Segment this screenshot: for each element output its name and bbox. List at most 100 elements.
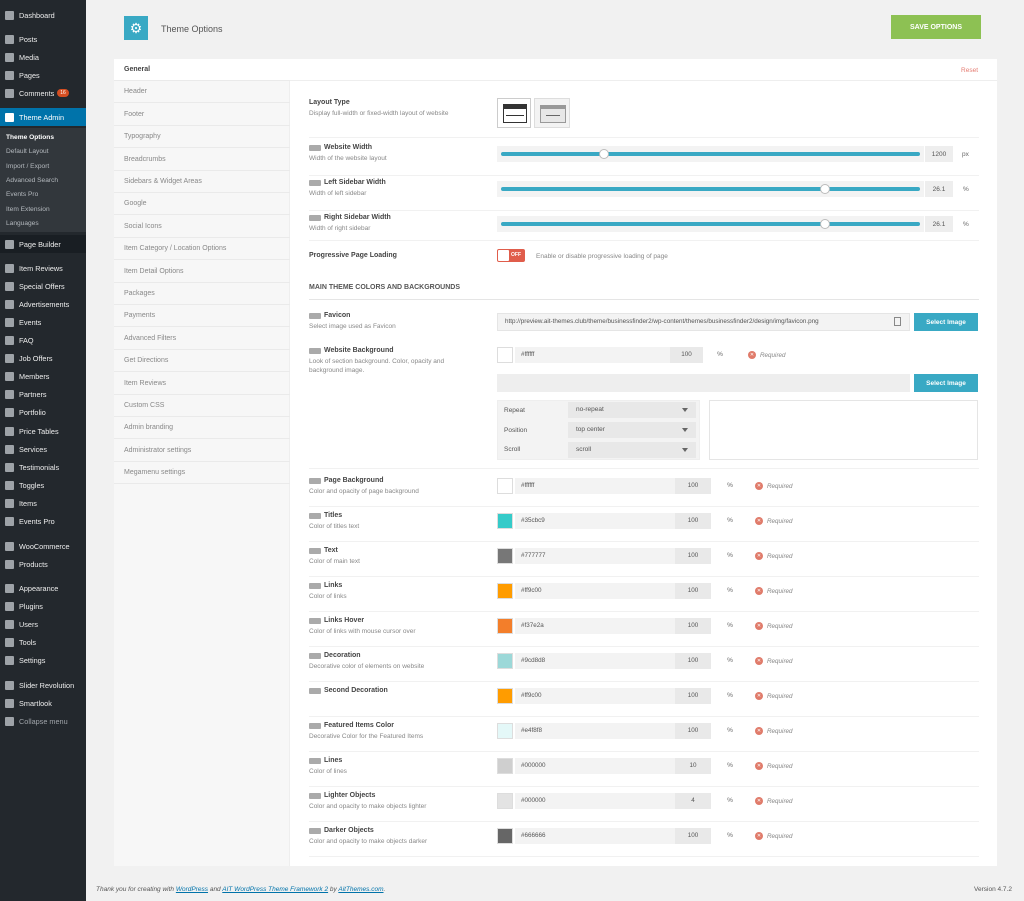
scroll-select[interactable]: scroll — [568, 442, 696, 458]
position-select[interactable]: top center — [568, 422, 696, 438]
sidebar-item-portfolio[interactable]: Portfolio — [0, 403, 86, 421]
color-swatch[interactable] — [497, 478, 513, 494]
tab-custom-css[interactable]: Custom CSS — [114, 395, 290, 417]
sidebar-item-plugins[interactable]: Plugins — [0, 597, 86, 615]
color-swatch[interactable] — [497, 548, 513, 564]
ait-framework-link[interactable]: AIT WordPress Theme Framework 2 — [222, 886, 329, 893]
sidebar-item-media[interactable]: Media — [0, 48, 86, 66]
tab-general[interactable]: General — [114, 59, 290, 81]
sidebar-item-users[interactable]: Users — [0, 615, 86, 633]
slider-handle[interactable] — [820, 219, 831, 229]
tab-megamenu-settings[interactable]: Megamenu settings — [114, 462, 290, 485]
color-opacity-input[interactable]: 4 — [675, 793, 711, 809]
tab-google[interactable]: Google — [114, 193, 290, 216]
tab-header[interactable]: Header — [114, 81, 290, 104]
color-hex-input[interactable]: #f37e2a — [515, 618, 675, 634]
sidebar-item-slider-revolution[interactable]: Slider Revolution — [0, 676, 86, 694]
color-swatch[interactable] — [497, 793, 513, 809]
slider-track[interactable] — [497, 146, 924, 162]
color-hex-input[interactable]: #ff9c00 — [515, 688, 675, 704]
color-swatch[interactable] — [497, 723, 513, 739]
tab-typography[interactable]: Typography — [114, 126, 290, 149]
color-swatch[interactable] — [497, 583, 513, 599]
tab-administrator-settings[interactable]: Administrator settings — [114, 440, 290, 462]
color-opacity-input[interactable]: 10 — [675, 758, 711, 774]
color-swatch[interactable] — [497, 618, 513, 634]
color-opacity-input[interactable]: 100 — [675, 653, 711, 669]
color-hex-input[interactable]: #35cbc9 — [515, 513, 675, 529]
sidebar-item-tools[interactable]: Tools — [0, 633, 86, 651]
sidebar-item-special-offers[interactable]: Special Offers — [0, 277, 86, 295]
color-hex-input[interactable]: #e4f8f8 — [515, 723, 675, 739]
sidebar-item-members[interactable]: Members — [0, 367, 86, 385]
sidebar-item-theme-admin[interactable]: Theme Admin — [0, 108, 86, 126]
color-opacity-input[interactable]: 100 — [675, 618, 711, 634]
layout-full-width-option[interactable] — [497, 98, 531, 128]
website-bg-select-image-button[interactable]: Select Image — [914, 374, 978, 392]
submenu-item-item-extension[interactable]: Item Extension — [6, 205, 50, 213]
color-swatch[interactable] — [497, 758, 513, 774]
color-opacity-input[interactable]: 100 — [675, 513, 711, 529]
submenu-item-events-pro[interactable]: Events Pro — [6, 191, 39, 199]
sidebar-item-partners[interactable]: Partners — [0, 385, 86, 403]
tab-sidebars-widget-areas[interactable]: Sidebars & Widget Areas — [114, 171, 290, 193]
sidebar-item-events-pro[interactable]: Events Pro — [0, 512, 86, 530]
sidebar-item-pages[interactable]: Pages — [0, 66, 86, 84]
favicon-url-input[interactable]: http://preview.ait-themes.club/theme/bus… — [497, 313, 910, 331]
tab-social-icons[interactable]: Social Icons — [114, 216, 290, 238]
sidebar-item-products[interactable]: Products — [0, 555, 86, 573]
reset-link[interactable]: Reset — [961, 67, 978, 74]
tab-breadcrumbs[interactable]: Breadcrumbs — [114, 149, 290, 171]
sidebar-item-settings[interactable]: Settings — [0, 651, 86, 669]
submenu-item-theme-options[interactable]: Theme Options — [6, 134, 54, 141]
color-swatch[interactable] — [497, 513, 513, 529]
color-hex-input[interactable]: #777777 — [515, 548, 675, 564]
sidebar-item-toggles[interactable]: Toggles — [0, 476, 86, 494]
submenu-item-advanced-search[interactable]: Advanced Search — [6, 176, 59, 184]
layout-fixed-width-option[interactable] — [534, 98, 570, 128]
tab-packages[interactable]: Packages — [114, 283, 290, 305]
color-opacity-input[interactable]: 100 — [675, 828, 711, 844]
tab-item-category-location-options[interactable]: Item Category / Location Options — [114, 238, 290, 261]
website-bg-opacity[interactable]: 100 — [670, 347, 703, 363]
sidebar-item-job-offers[interactable]: Job Offers — [0, 349, 86, 367]
sidebar-item-comments[interactable]: Comments 16 — [0, 84, 86, 102]
slider-track[interactable] — [497, 181, 924, 197]
sidebar-item-faq[interactable]: FAQ — [0, 331, 86, 349]
color-opacity-input[interactable]: 100 — [675, 548, 711, 564]
progressive-toggle[interactable]: OFF — [497, 249, 525, 262]
tab-advanced-filters[interactable]: Advanced Filters — [114, 328, 290, 350]
sidebar-item-posts[interactable]: Posts — [0, 30, 86, 48]
tab-item-detail-options[interactable]: Item Detail Options — [114, 261, 290, 283]
color-hex-input[interactable]: #666666 — [515, 828, 675, 844]
aitthemes-link[interactable]: AitThemes.com — [338, 886, 384, 893]
wordpress-link[interactable]: WordPress — [175, 886, 209, 893]
color-swatch[interactable] — [497, 688, 513, 704]
tab-footer[interactable]: Footer — [114, 104, 290, 126]
slider-value[interactable]: 1200 — [925, 146, 953, 162]
sidebar-item-collapse-menu[interactable]: Collapse menu — [0, 712, 86, 730]
sidebar-item-smartlook[interactable]: Smartlook — [0, 694, 86, 712]
slider-value[interactable]: 26.1 — [925, 181, 953, 197]
sidebar-item-dashboard[interactable]: Dashboard — [0, 6, 86, 24]
favicon-select-image-button[interactable]: Select Image — [914, 313, 978, 331]
tab-item-reviews[interactable]: Item Reviews — [114, 373, 290, 395]
color-hex-input[interactable]: #9cd8d8 — [515, 653, 675, 669]
color-opacity-input[interactable]: 100 — [675, 478, 711, 494]
color-opacity-input[interactable]: 100 — [675, 723, 711, 739]
slider-handle[interactable] — [599, 149, 610, 159]
sidebar-item-item-reviews[interactable]: Item Reviews — [0, 259, 86, 277]
submenu-item-default-layout[interactable]: Default Layout — [6, 148, 49, 156]
sidebar-item-items[interactable]: Items — [0, 494, 86, 512]
sidebar-item-appearance[interactable]: Appearance — [0, 579, 86, 597]
tab-get-directions[interactable]: Get Directions — [114, 350, 290, 373]
sidebar-item-price-tables[interactable]: Price Tables — [0, 422, 86, 440]
sidebar-item-page-builder[interactable]: Page Builder — [0, 235, 86, 253]
save-options-button[interactable]: SAVE OPTIONS — [891, 15, 981, 39]
sidebar-item-testimonials[interactable]: Testimonials — [0, 458, 86, 476]
color-opacity-input[interactable]: 100 — [675, 688, 711, 704]
slider-track[interactable] — [497, 216, 924, 232]
tab-admin-branding[interactable]: Admin branding — [114, 417, 290, 440]
slider-handle[interactable] — [820, 184, 831, 194]
website-bg-hex[interactable]: #ffffff — [515, 347, 670, 363]
